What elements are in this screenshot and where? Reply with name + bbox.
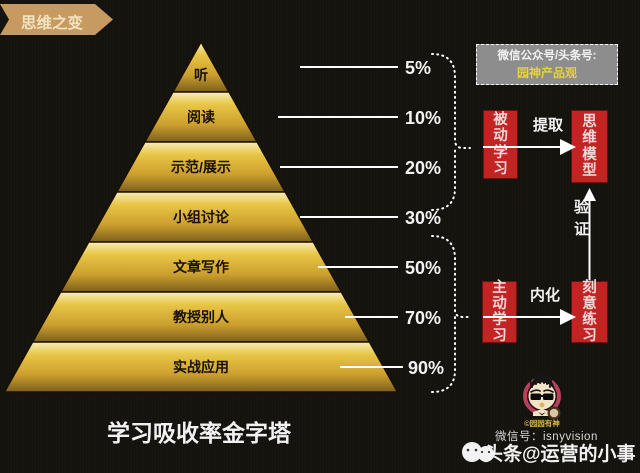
svg-text:提取: 提取 xyxy=(533,117,564,134)
svg-text:证: 证 xyxy=(574,220,589,238)
svg-text:内化: 内化 xyxy=(530,286,560,304)
